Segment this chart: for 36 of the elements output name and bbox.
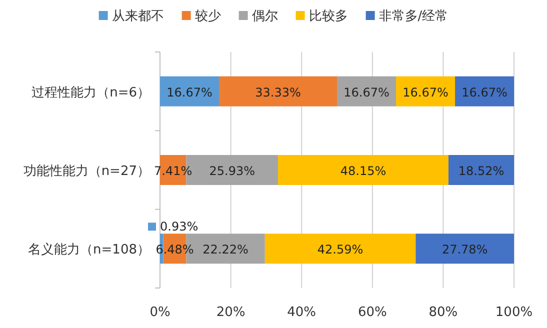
legend-label: 较少 xyxy=(194,9,221,24)
x-tick-label: 20% xyxy=(216,305,246,320)
bar xyxy=(396,76,456,106)
legend-label: 非常多/经常 xyxy=(378,9,448,24)
bar xyxy=(160,76,220,106)
bar xyxy=(448,155,514,185)
label-series: 48.15% xyxy=(340,164,386,178)
legend-label: 比较多 xyxy=(308,9,348,24)
label-series: 42.59% xyxy=(317,242,364,257)
bar xyxy=(416,234,514,264)
data-label: 0.93% xyxy=(160,220,198,234)
label-series: 0.93% xyxy=(148,220,198,234)
bar xyxy=(264,234,416,264)
label-series: 16.67% xyxy=(402,85,448,100)
label-series: 22.22% xyxy=(202,242,248,257)
label-series: 16.67% xyxy=(462,85,508,100)
legend-label: 偶尔 xyxy=(252,9,278,24)
label-series: 25.93% xyxy=(209,164,255,178)
label-series: 18.52% xyxy=(458,164,504,178)
x-tick-label: 40% xyxy=(287,305,316,320)
label-series: 33.33% xyxy=(255,85,301,100)
bar xyxy=(278,155,448,185)
label-series: 16.67% xyxy=(166,85,212,100)
x-tick-label: 80% xyxy=(428,305,458,320)
y-tick-label: 过程性能力（n=6） xyxy=(32,85,150,100)
bar xyxy=(219,76,337,106)
y-tick-label: 名义能力（n=108） xyxy=(28,242,150,258)
bar xyxy=(455,76,514,106)
label-series: 27.78% xyxy=(442,242,488,257)
legend-label: 从来都不 xyxy=(112,9,164,24)
x-tick-label: 60% xyxy=(358,305,387,320)
x-tick-label: 0% xyxy=(150,305,170,320)
x-tick-label: 100% xyxy=(495,305,533,320)
label-series: 16.67% xyxy=(344,85,390,100)
bar xyxy=(337,76,396,106)
y-tick-label: 功能性能力（n=27） xyxy=(23,164,150,179)
